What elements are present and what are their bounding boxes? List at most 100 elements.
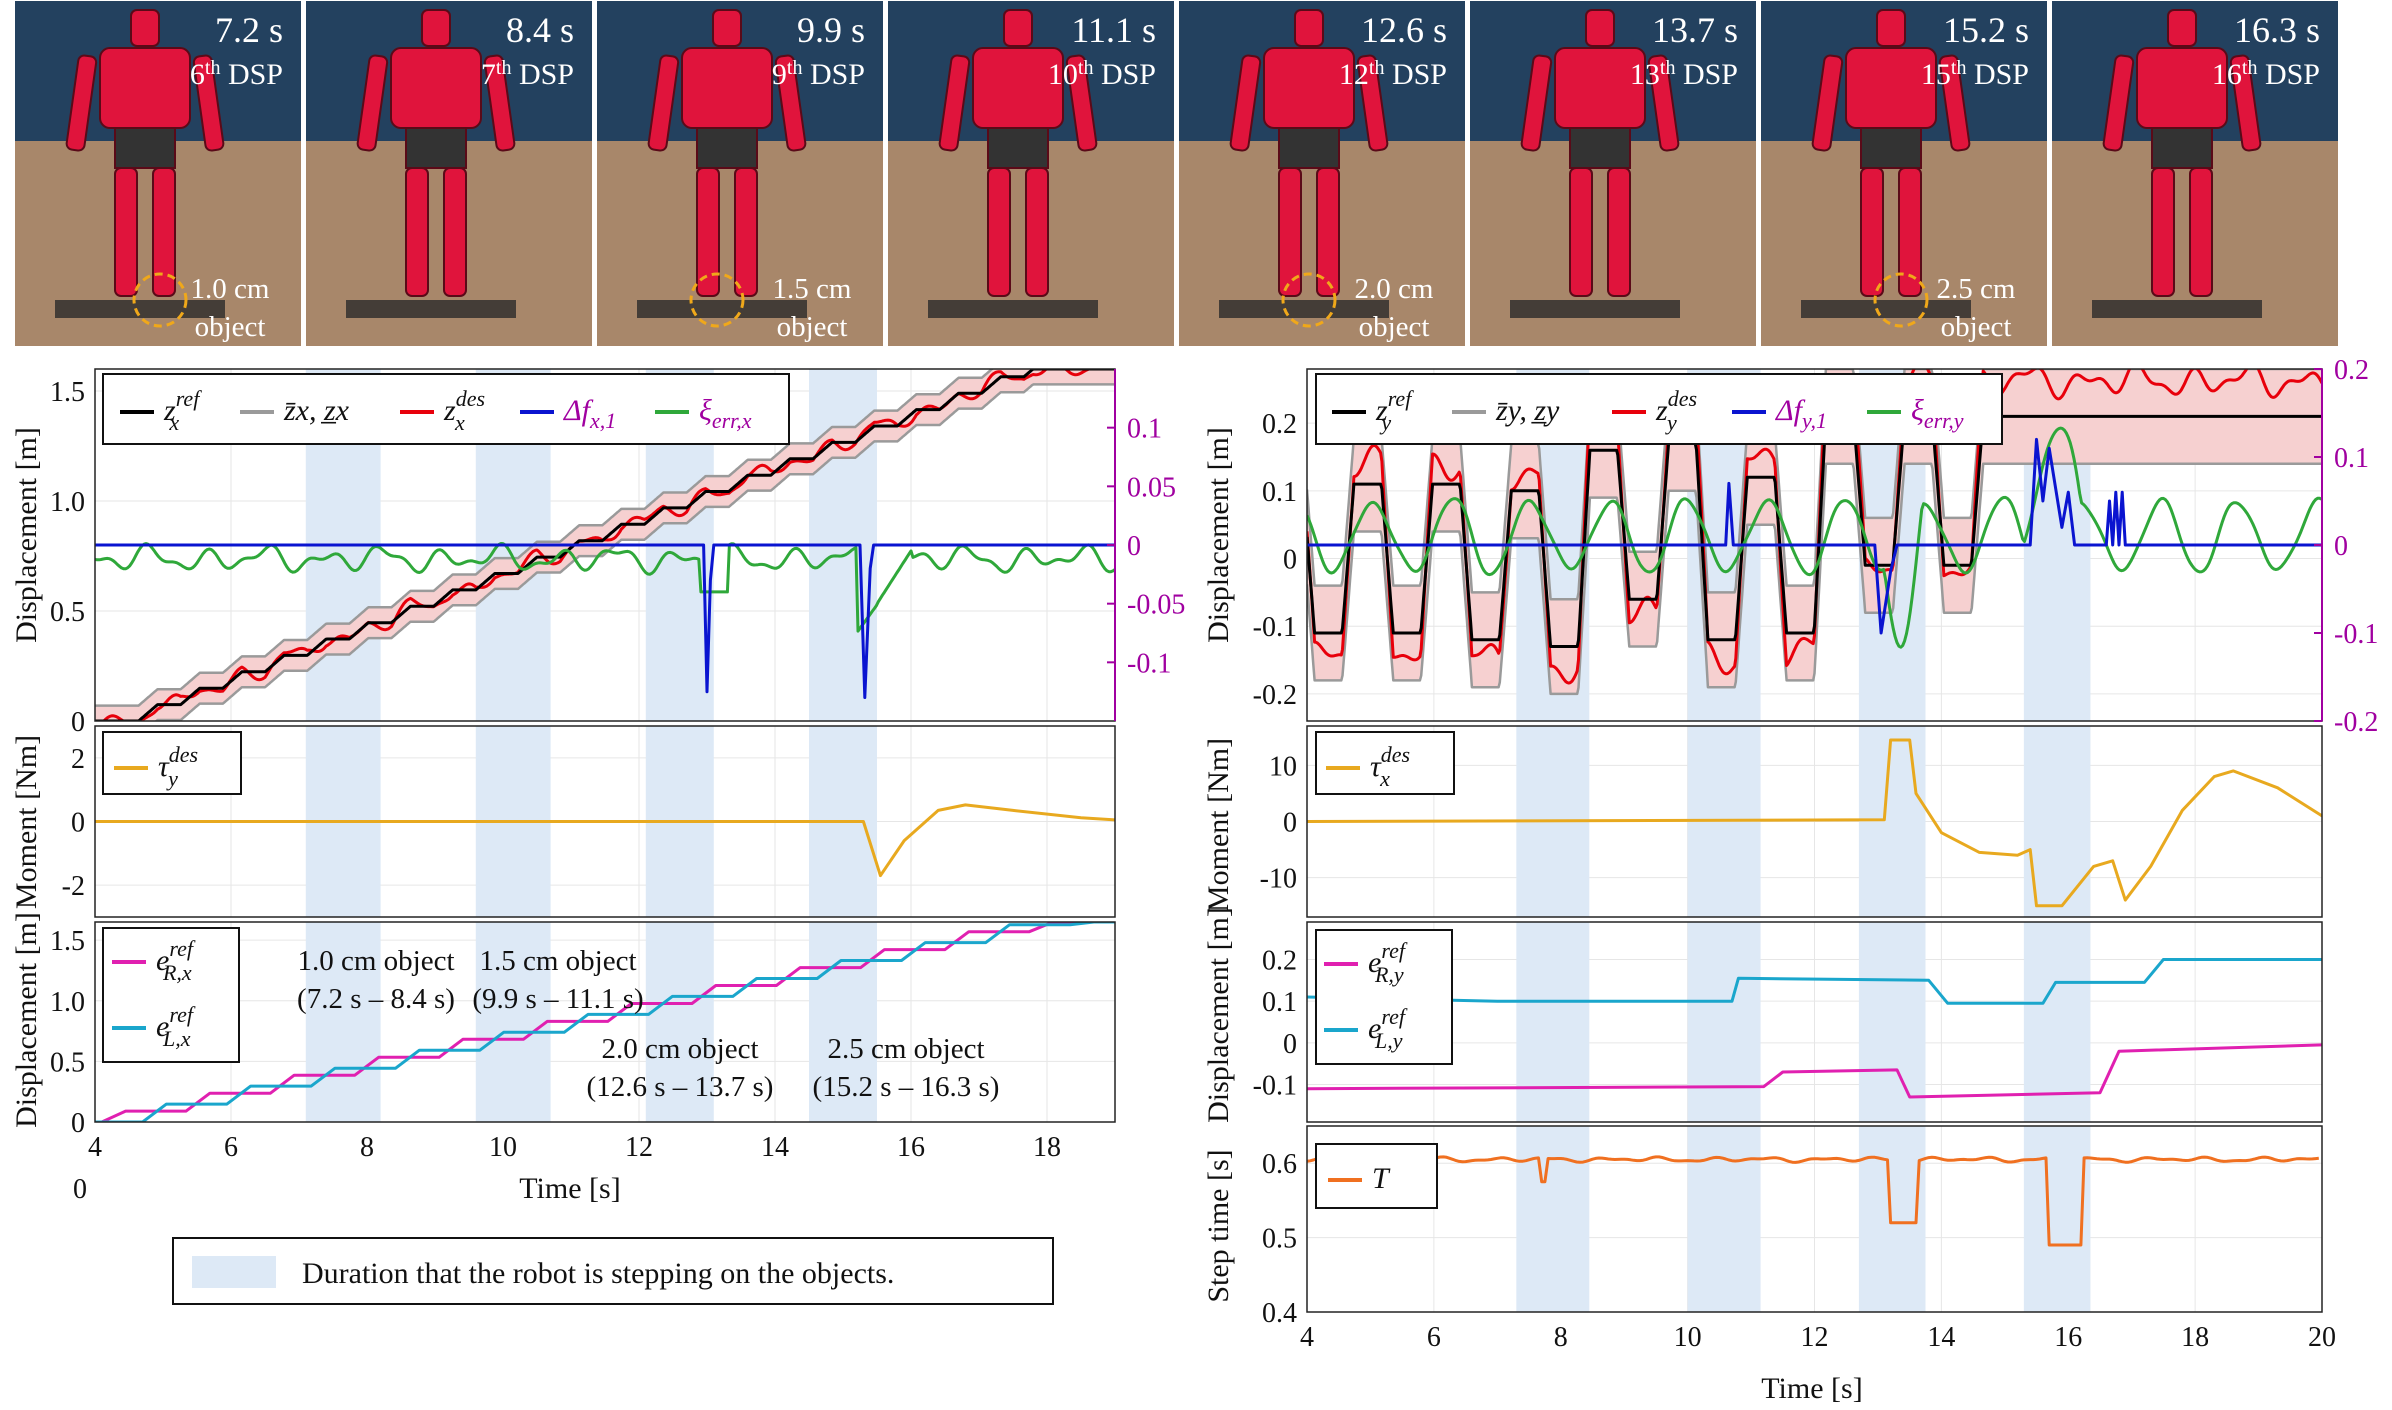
robot-figure xyxy=(356,9,516,297)
x-tick-label: 20 xyxy=(2308,1322,2336,1353)
robot-arm-left xyxy=(356,54,389,152)
robot-leg-left xyxy=(1860,167,1884,297)
ylabel-left-top: Displacement [m] xyxy=(10,427,43,643)
robot-arm-left xyxy=(938,54,971,152)
snapshot-frame: 13.7 s 13th DSP xyxy=(1470,1,1756,346)
ylabel-right-mid: Moment [Nm] xyxy=(1202,738,1235,912)
robot-leg-right xyxy=(2189,167,2213,297)
x-tick-label: 4 xyxy=(1300,1322,1314,1353)
snapshot-frame: 12.6 s 12th DSP 2.0 cm object xyxy=(1179,1,1465,346)
legend-bounds-label: z̄y, z̲y xyxy=(1495,394,1560,427)
shading-swatch xyxy=(192,1256,276,1288)
shaded-region xyxy=(645,922,714,1122)
plot-right-foot-positions-y: -0.1 0 0.1 0.2 eref R,y eref L,y xyxy=(1253,921,2323,1123)
robot-leg-right xyxy=(1607,167,1631,297)
axis-box xyxy=(94,921,1116,1123)
y-tick-label: 0 xyxy=(71,808,85,839)
y-tick-label: 0.6 xyxy=(1262,1149,1297,1180)
series-xi-err xyxy=(1307,426,2322,649)
y-tick-label: 0.5 xyxy=(50,597,85,628)
robot-arm-left xyxy=(2102,54,2135,152)
frame-dsp: 9th DSP xyxy=(772,57,865,91)
shaded-region xyxy=(809,922,877,1122)
shaded-region xyxy=(2023,922,2091,1122)
legend-e-R-x-label: eref R,x xyxy=(156,936,196,985)
right-axis-tick-label: 0.1 xyxy=(1127,414,1162,445)
right-axis-tick-label: -0.1 xyxy=(1127,648,1171,679)
right-axis-tick-label: -0.05 xyxy=(1127,590,1185,621)
robot-arm-right xyxy=(1647,54,1680,152)
robot-arm-right xyxy=(1356,54,1389,152)
robot-arm-left xyxy=(1520,54,1553,152)
shaded-region xyxy=(475,922,551,1122)
frame-time: 15.2 s xyxy=(1943,10,2029,50)
frame-time: 16.3 s xyxy=(2234,10,2320,50)
shaded-regions xyxy=(305,922,877,1122)
robot-leg-left xyxy=(405,167,429,297)
robot-arm-right xyxy=(483,54,516,152)
robot-hip xyxy=(1860,127,1922,169)
robot-hip xyxy=(405,127,467,169)
shaded-region xyxy=(2023,1126,2091,1312)
ylabel-left-mid: Moment [Nm] xyxy=(10,735,43,909)
y-tick-label: 0.4 xyxy=(1262,1298,1297,1329)
y-tick-label: -0.1 xyxy=(1253,1071,1297,1102)
robot-leg-right xyxy=(1898,167,1922,297)
y-tick-label: -2 xyxy=(62,871,85,902)
x-tick-label: 8 xyxy=(1554,1322,1568,1353)
frame-dsp: 15th DSP xyxy=(1921,57,2029,91)
robot-arm-left xyxy=(65,54,98,152)
axis-box xyxy=(94,725,1116,918)
frame-object-label: object xyxy=(777,311,848,343)
x-tick-label: 4 xyxy=(88,1132,102,1163)
plot-left-moment-y: -2 0 2 τdes y xyxy=(62,725,1116,918)
legend-bounds-label: z̄x, z̲x xyxy=(283,394,350,427)
legend-box xyxy=(1315,731,1455,795)
robot-figure xyxy=(938,9,1098,297)
snapshot-strip: 7.2 s 6th DSP 1.0 cm object 8.4 s 7th DSP 9.9 … xyxy=(15,1,2338,346)
frame-object-size: 2.0 cm xyxy=(1355,273,1434,305)
shaded-region xyxy=(1858,726,1926,917)
frame-object-size: 1.5 cm xyxy=(773,273,852,305)
y-tick-label: 1.5 xyxy=(50,377,85,408)
y-tick-label: 1.5 xyxy=(50,926,85,957)
object-highlight-circle xyxy=(1281,272,1337,328)
object-annotation-range: (9.9 s – 11.1 s) xyxy=(472,983,643,1015)
robot-shadow xyxy=(1219,300,1389,318)
series-tau-x xyxy=(1307,738,2322,908)
series-e-L-y xyxy=(1307,958,2322,1005)
snapshot-frame: 11.1 s 10th DSP xyxy=(888,1,1174,346)
series-e-L-x xyxy=(95,922,1115,1122)
snapshot-frame: 9.9 s 9th DSP 1.5 cm object xyxy=(597,1,883,346)
legend-tau-x-label: τdes x xyxy=(1370,742,1410,791)
y-tick-label: 0 xyxy=(71,1108,85,1139)
legend-right-mid2: eref R,y eref L,y xyxy=(1315,929,1453,1065)
series-e-R-y xyxy=(1307,1043,2322,1099)
robot-figure xyxy=(1520,9,1680,297)
shaded-region xyxy=(1516,922,1590,1122)
series-lower-bound xyxy=(154,383,1115,721)
frame-dsp: 7th DSP xyxy=(481,57,574,91)
frame-dsp: 6th DSP xyxy=(190,57,283,91)
robot-shadow xyxy=(2092,300,2262,318)
robot-leg-left xyxy=(696,167,720,297)
object-highlight-circle xyxy=(689,272,745,328)
y-tick-label: 2 xyxy=(71,744,85,775)
robot-leg-right xyxy=(1316,167,1340,297)
snapshot-frame: 7.2 s 6th DSP 1.0 cm object xyxy=(15,1,301,346)
robot-arm-right xyxy=(192,54,225,152)
legend-box xyxy=(102,731,242,795)
x-tick-label: 12 xyxy=(1801,1322,1829,1353)
y-tick-label: 1.0 xyxy=(50,987,85,1018)
shading-legend: Duration that the robot is stepping on t… xyxy=(172,1237,1054,1305)
frame-object-label: object xyxy=(195,311,266,343)
snapshot-frame: 16.3 s 16th DSP xyxy=(2052,1,2338,346)
y-tick-label: 1.0 xyxy=(50,487,85,518)
robot-leg-left xyxy=(1569,167,1593,297)
robot-arm-right xyxy=(2229,54,2262,152)
legend-box xyxy=(1315,373,2003,445)
robot-shadow xyxy=(1801,300,1971,318)
robot-head xyxy=(2167,9,2197,47)
series-xi-err xyxy=(95,542,1115,633)
robot-leg-left xyxy=(1278,167,1302,297)
